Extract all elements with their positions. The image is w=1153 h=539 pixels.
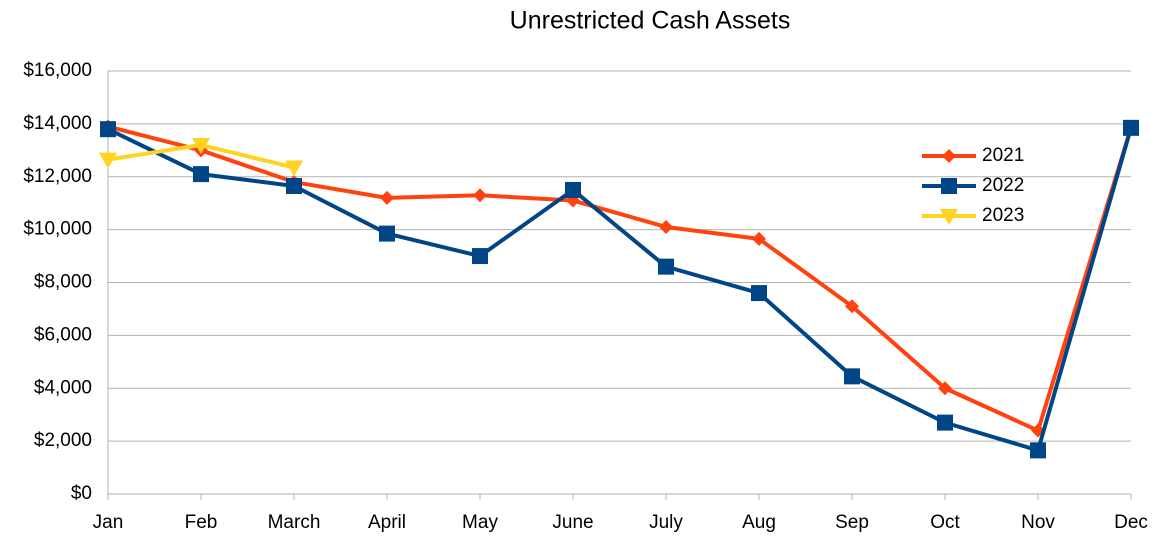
x-tick-label: June (552, 512, 593, 533)
y-tick-label: $12,000 (23, 166, 92, 187)
data-point (1123, 119, 1139, 136)
data-point (99, 152, 117, 169)
data-point (193, 166, 209, 183)
y-tick-label: $8,000 (34, 272, 92, 293)
y-tick-label: $10,000 (23, 219, 92, 240)
data-point (1030, 442, 1046, 459)
x-tick-label: Dec (1114, 512, 1148, 533)
data-point (845, 299, 859, 314)
legend-marker (941, 178, 957, 194)
x-tick-label: March (268, 512, 321, 533)
x-tick-label: Jan (93, 512, 124, 533)
data-point (751, 285, 767, 302)
data-point (565, 181, 581, 198)
data-point (472, 248, 488, 265)
y-tick-label: $4,000 (34, 377, 92, 398)
legend-label: 2023 (982, 205, 1024, 226)
data-point (752, 231, 766, 246)
x-tick-label: Nov (1021, 512, 1055, 533)
data-point (100, 121, 116, 138)
x-tick-label: Oct (930, 512, 960, 533)
data-point (844, 368, 860, 385)
data-point (659, 219, 673, 234)
data-point (286, 178, 302, 195)
data-point (380, 190, 394, 205)
x-tick-label: Sep (835, 512, 869, 533)
y-tick-label: $14,000 (23, 113, 92, 134)
y-tick-label: $6,000 (34, 324, 92, 345)
data-point (937, 414, 953, 431)
series-line (107, 124, 1133, 433)
legend-label: 2021 (982, 145, 1024, 166)
x-tick-label: Feb (185, 512, 218, 533)
x-tick-label: Aug (742, 512, 776, 533)
legend-label: 2022 (982, 175, 1024, 196)
y-tick-label: $0 (71, 483, 92, 504)
x-tick-label: May (462, 512, 498, 533)
data-point (285, 160, 303, 177)
series-line (107, 127, 1133, 453)
y-tick-label: $2,000 (34, 430, 92, 451)
data-point (379, 225, 395, 242)
data-point (658, 258, 674, 275)
data-point (192, 138, 210, 155)
chart-title: Unrestricted Cash Assets (510, 7, 791, 35)
legend-marker (940, 209, 958, 225)
data-point (938, 381, 952, 396)
legend-marker (942, 149, 956, 163)
data-point (473, 188, 487, 203)
x-tick-label: April (368, 512, 406, 533)
x-tick-label: July (649, 512, 683, 533)
y-tick-label: $16,000 (23, 60, 92, 81)
